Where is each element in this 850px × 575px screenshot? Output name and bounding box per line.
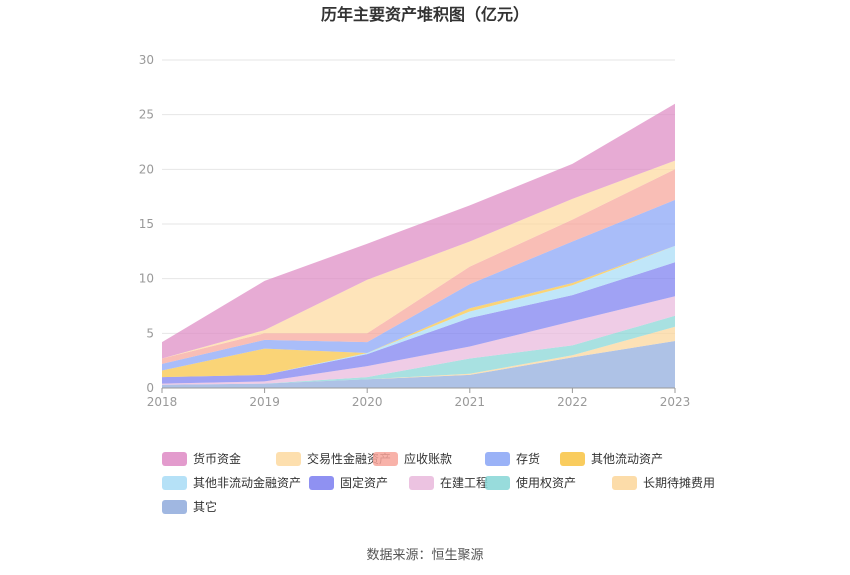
area-series-1 bbox=[162, 326, 675, 385]
legend-swatch[interactable] bbox=[276, 452, 301, 466]
area-series-7 bbox=[162, 199, 675, 371]
area-series-6 bbox=[162, 245, 675, 378]
legend-label[interactable]: 其它 bbox=[193, 499, 217, 514]
legend-label[interactable]: 其他流动资产 bbox=[591, 452, 663, 466]
x-tick-label: 2021 bbox=[455, 395, 486, 409]
legend-label[interactable]: 长期待摊费用 bbox=[643, 476, 715, 490]
legend-swatch[interactable] bbox=[373, 452, 398, 466]
legend-label[interactable]: 使用权资产 bbox=[516, 475, 576, 490]
x-tick-label: 2019 bbox=[249, 395, 280, 409]
legend-swatch[interactable] bbox=[485, 452, 510, 466]
y-tick-label: 20 bbox=[139, 162, 154, 176]
chart-title: 历年主要资产堆积图（亿元） bbox=[321, 5, 529, 24]
axes: 0 5 10 15 20 25 30 2018 2019 2020 2021 2022 2023 bbox=[139, 53, 691, 409]
area-series-9 bbox=[162, 160, 675, 359]
y-tick-label: 30 bbox=[139, 53, 154, 67]
legend-swatch[interactable] bbox=[162, 452, 187, 466]
y-tick-label: 15 bbox=[139, 217, 154, 231]
legend-swatch[interactable] bbox=[560, 452, 585, 466]
y-tick-label: 0 bbox=[146, 381, 154, 395]
legend-label[interactable]: 交易性金融资产 bbox=[307, 451, 391, 466]
legend-label[interactable]: 货币资金 bbox=[193, 451, 241, 466]
legend-label[interactable]: 应收账款 bbox=[404, 451, 452, 466]
area-series-0 bbox=[162, 341, 675, 388]
legend-label[interactable]: 存货 bbox=[516, 451, 540, 466]
legend-swatch[interactable] bbox=[409, 476, 434, 490]
y-tick-label: 25 bbox=[139, 108, 154, 122]
legend-swatch[interactable] bbox=[162, 500, 187, 514]
area-series-10 bbox=[162, 103, 675, 359]
x-tick-label: 2023 bbox=[660, 395, 691, 409]
legend-swatch[interactable] bbox=[309, 476, 334, 490]
area-series bbox=[162, 103, 675, 388]
x-tick-label: 2020 bbox=[352, 395, 383, 409]
legend-swatch[interactable] bbox=[485, 476, 510, 490]
area-series-3 bbox=[162, 296, 675, 385]
legend-label[interactable]: 在建工程 bbox=[440, 475, 488, 490]
legend-swatch[interactable] bbox=[162, 476, 187, 490]
data-source: 数据来源：恒生聚源 bbox=[366, 548, 483, 563]
x-tick-label: 2022 bbox=[557, 395, 588, 409]
area-series-2 bbox=[162, 315, 675, 385]
y-tick-label: 10 bbox=[139, 272, 154, 286]
legend-swatch[interactable] bbox=[612, 476, 637, 490]
y-tick-label: 5 bbox=[146, 326, 154, 340]
x-tick-label: 2018 bbox=[147, 395, 178, 409]
legend-label[interactable]: 固定资产 bbox=[340, 475, 388, 490]
legend-label[interactable]: 其他非流动金融资产 bbox=[193, 475, 301, 490]
